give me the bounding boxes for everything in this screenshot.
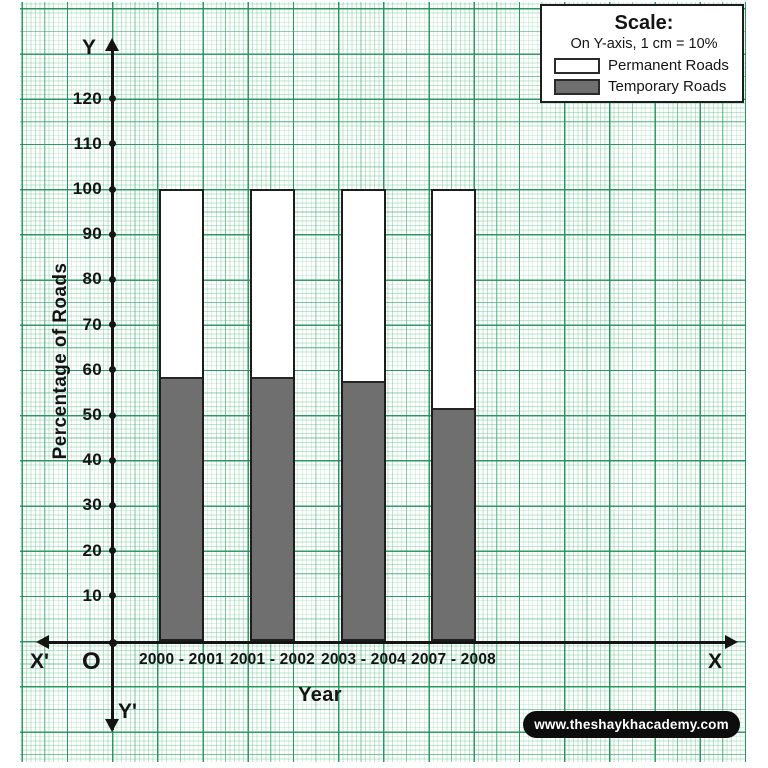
y-prime-axis-letter: Y' [118,700,138,723]
legend-row-permanent: Permanent Roads [554,57,734,74]
y-axis-title: Percentage of Roads [50,262,71,460]
origin-label: O [82,648,101,675]
x-axis-title: Year [298,684,342,706]
y-tick-dot [109,230,116,238]
x-category-label: 2000 - 2001 [139,651,224,668]
y-tick-label: 100 [72,179,102,198]
y-axis-line [110,44,114,730]
y-tick-label: 110 [73,133,102,153]
y-tick-label: 50 [82,405,102,424]
legend-row-temporary: Temporary Roads [554,78,734,95]
y-tick-dot [109,366,116,374]
y-tick-dot [109,456,116,464]
y-tick-dot [109,275,116,283]
y-tick-label: 20 [82,540,102,560]
y-tick-dot [109,95,116,103]
y-tick-dot [109,547,116,555]
stacked-bar [431,189,476,641]
temporary-roads-segment [161,376,202,639]
temporary-roads-label: Temporary Roads [608,78,727,95]
permanent-roads-label: Permanent Roads [608,57,729,74]
y-tick-dot [109,321,116,329]
y-axis-letter: Y [82,36,97,59]
temporary-roads-segment [343,381,384,639]
scale-legend-box: Scale: On Y-axis, 1 cm = 10% Permanent R… [540,4,744,103]
y-tick-label: 30 [82,495,102,515]
x-axis-arrow-right-icon [725,635,738,649]
y-tick-label: 90 [82,224,102,244]
x-axis-letter: X [708,650,723,673]
y-tick-dot [109,411,116,419]
permanent-roads-swatch [554,57,600,74]
x-axis-arrow-left-icon [36,635,49,649]
x-axis-line [42,640,732,644]
x-prime-axis-letter: X' [30,650,50,673]
y-tick-label: 40 [82,450,102,470]
watermark-text: www.theshaykhacademy.com [534,717,729,732]
x-category-label: 2007 - 2008 [411,651,496,668]
temporary-roads-swatch [554,78,600,95]
stacked-bar [250,189,295,641]
watermark-badge: www.theshaykhacademy.com [523,711,740,738]
x-category-label: 2001 - 2002 [230,651,315,668]
scale-title: Scale: [614,12,674,34]
y-axis-arrow-up-icon [105,38,119,51]
y-tick-dot [109,592,116,600]
y-tick-label: 70 [82,314,102,334]
y-axis-arrow-down-icon [105,719,119,732]
y-tick-label: 60 [82,359,102,379]
y-tick-dot [109,140,116,148]
y-tick-dot [109,501,116,509]
y-tick-dot [109,185,116,193]
scale-subtitle: On Y-axis, 1 cm = 10% [570,36,718,52]
origin-dot [108,638,117,647]
temporary-roads-segment [252,376,293,639]
y-tick-label: 80 [82,269,102,289]
temporary-roads-segment [433,408,474,639]
y-tick-label: 10 [82,585,102,605]
y-tick-label: 120 [72,88,102,108]
x-category-label: 2003 - 2004 [321,651,406,668]
stacked-bar [159,189,204,641]
stacked-bar [341,189,386,641]
